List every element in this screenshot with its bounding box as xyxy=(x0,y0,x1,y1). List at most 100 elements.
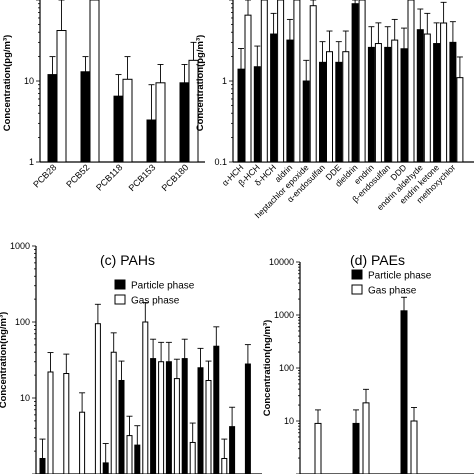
bar-gas xyxy=(362,402,370,474)
bar-gas xyxy=(260,0,268,163)
y-tick-label: 1 xyxy=(222,76,227,86)
bar-particle xyxy=(47,74,58,163)
bar-gas xyxy=(440,22,448,163)
bar-gas xyxy=(158,361,165,474)
bar-particle xyxy=(384,46,392,163)
y-tick-label: 10000 xyxy=(269,257,294,267)
y-tick-label: 10 xyxy=(24,76,34,86)
bar-particle xyxy=(39,457,46,474)
bar-gas xyxy=(142,321,149,474)
bar-gas xyxy=(277,0,285,163)
bar-particle xyxy=(335,61,343,163)
category-label: PCB28 xyxy=(31,162,58,189)
bar-gas xyxy=(293,0,301,163)
bar-gas xyxy=(79,411,86,474)
y-tick-label: 100 xyxy=(15,317,30,327)
y-axis-label: Concentration(pg/m³) xyxy=(2,35,13,132)
bar-gas xyxy=(410,420,418,474)
bar-particle xyxy=(197,367,204,474)
y-tick-label: 1000 xyxy=(274,310,294,320)
category-label: PCB180 xyxy=(160,162,191,193)
bar-gas xyxy=(205,379,212,474)
bar-particle xyxy=(150,358,157,474)
bar-particle xyxy=(165,361,172,474)
y-tick-label: 10 xyxy=(20,393,30,403)
category-label: PCB153 xyxy=(127,162,158,193)
bar-gas xyxy=(326,51,333,163)
legend-swatch-gas xyxy=(351,284,363,295)
bar-gas xyxy=(63,373,70,474)
bar-particle xyxy=(181,358,188,474)
bar-particle xyxy=(319,61,326,163)
panel-d-paes: 10000 1000 100 10 Concentration(ng/m³) (d) PA… xyxy=(262,252,474,474)
bar-particle xyxy=(229,426,236,474)
y-tick-label: 1 xyxy=(29,157,34,167)
y-axis-label: Concentration(ng/m³) xyxy=(0,312,9,409)
y-tick-label: 1000 xyxy=(10,241,30,251)
bar-particle xyxy=(146,119,157,163)
bar-particle xyxy=(270,33,278,163)
bar-particle xyxy=(113,95,124,163)
bar-gas xyxy=(189,441,196,474)
bar-gas xyxy=(244,14,252,163)
bar-particle xyxy=(102,462,109,474)
bar-particle xyxy=(400,48,408,163)
bar-gas xyxy=(221,457,228,474)
panel-b-ocps: 0.11Concentration(pg/m³)α-HCHβ-HCHδ-HCHa… xyxy=(195,0,474,220)
y-axis-label: Concentration(ng/m³) xyxy=(262,320,273,417)
bar-gas xyxy=(94,323,101,474)
bar-gas xyxy=(391,39,399,163)
legend-label: Particle phase xyxy=(131,281,195,292)
bar-gas xyxy=(89,0,100,163)
bar-gas xyxy=(110,351,117,474)
legend-label: Gas phase xyxy=(131,296,180,307)
bar-gas xyxy=(423,33,431,163)
bar-particle xyxy=(253,66,261,163)
panel-title: (d) PAEs xyxy=(350,252,405,268)
bar-particle xyxy=(352,422,360,474)
legend-swatch-particle xyxy=(351,269,363,280)
bar-gas xyxy=(309,5,317,163)
bar-gas xyxy=(342,51,350,163)
panel-title: (c) PAHs xyxy=(100,252,155,268)
y-tick-label: 10 xyxy=(284,416,294,426)
bar-particle xyxy=(213,345,220,474)
bar-gas xyxy=(126,435,133,474)
legend-swatch-particle xyxy=(114,279,126,290)
legend-label: Gas phase xyxy=(368,286,417,297)
bar-particle xyxy=(134,444,141,474)
bar-particle xyxy=(179,82,190,163)
y-axis-label: Concentration(pg/m³) xyxy=(195,35,206,132)
bar-gas xyxy=(47,371,54,474)
category-label: PCB52 xyxy=(64,162,91,189)
category-label: PCB118 xyxy=(94,162,124,192)
y-tick-label: 0.1 xyxy=(214,157,227,167)
bar-particle xyxy=(400,310,408,474)
bar-particle xyxy=(302,80,310,163)
bar-particle xyxy=(433,43,441,163)
bar-particle xyxy=(449,41,457,163)
bar-particle xyxy=(80,71,91,163)
bar-particle xyxy=(367,46,375,163)
bar-gas xyxy=(374,43,382,163)
bar-gas xyxy=(456,77,464,163)
bar-gas xyxy=(358,0,366,163)
bar-particle xyxy=(286,39,294,163)
bar-gas xyxy=(407,0,415,163)
bar-particle xyxy=(416,29,424,163)
bar-gas xyxy=(314,422,322,474)
bar-gas xyxy=(56,30,67,163)
bar-gas xyxy=(122,78,133,163)
y-tick-label: 100 xyxy=(279,363,294,373)
bar-particle xyxy=(244,363,251,474)
panel-c-pahs: 1000 100 10 Concentration(ng/m³) (c) PAHs Par… xyxy=(0,241,262,474)
bar-gas xyxy=(173,378,180,474)
legend-swatch-gas xyxy=(114,294,126,305)
bar-particle xyxy=(118,379,125,474)
bar-gas xyxy=(155,82,166,163)
legend-label: Particle phase xyxy=(368,271,432,282)
bar-particle xyxy=(237,68,245,163)
bar-particle xyxy=(351,3,359,163)
